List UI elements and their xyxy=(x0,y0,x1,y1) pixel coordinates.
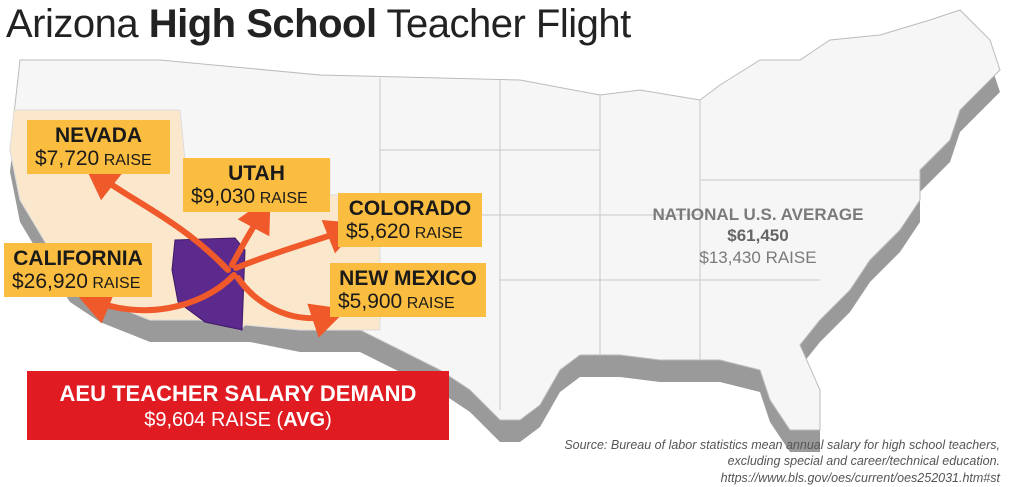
state-unit: RAISE xyxy=(414,225,463,243)
source: Source: Bureau of labor statistics mean … xyxy=(560,437,1000,486)
demand-heading: AEU TEACHER SALARY DEMAND xyxy=(59,381,417,406)
source-text: Bureau of labor statistics mean annual s… xyxy=(610,438,1000,469)
title-tail: Teacher Flight xyxy=(386,2,631,46)
state-name: NEVADA xyxy=(54,124,143,147)
source-label: Source: xyxy=(564,438,608,452)
demand-box: AEU TEACHER SALARY DEMAND $9,604 RAISE (A… xyxy=(27,371,449,440)
title-lead: Arizona xyxy=(6,2,139,46)
state-box: UTAH $9,030 RAISE xyxy=(183,158,330,213)
state-unit: RAISE xyxy=(406,295,455,313)
state-name: NEW MEXICO xyxy=(339,267,477,290)
national-heading: NATIONAL U.S. AVERAGE xyxy=(652,205,864,224)
state-unit: RAISE xyxy=(103,152,152,170)
state-amount: $5,620 xyxy=(346,220,411,244)
source-url: https://www.bls.gov/oes/current/oes25203… xyxy=(720,470,1000,485)
state-unit: RAISE xyxy=(92,275,141,293)
state-unit: RAISE xyxy=(259,190,308,208)
state-name: COLORADO xyxy=(348,197,472,220)
state-amount: $26,920 xyxy=(12,270,88,294)
state-box: CALIFORNIA $26,920 RAISE xyxy=(4,243,152,298)
flight-arrows xyxy=(75,163,362,338)
demand-close: ) xyxy=(325,409,332,431)
title: Arizona High School Teacher Flight xyxy=(6,2,631,47)
arizona xyxy=(171,237,246,331)
state-name: UTAH xyxy=(228,162,285,185)
state-amount: $5,900 xyxy=(338,290,403,314)
title-bold: High School xyxy=(148,2,377,46)
state-box: NEVADA $7,720 RAISE xyxy=(27,120,170,175)
state-amount: $9,030 xyxy=(191,185,256,209)
state-box: NEW MEXICO $5,900 RAISE xyxy=(330,263,486,318)
demand-amount: $9,604 RAISE ( xyxy=(144,409,284,431)
state-amount: $7,720 xyxy=(35,147,100,171)
national-average: NATIONAL U.S. AVERAGE $61,450 $13,430 RAIS… xyxy=(630,204,886,268)
demand-line: $9,604 RAISE (AVG) xyxy=(27,409,449,432)
state-box: COLORADO $5,620 RAISE xyxy=(338,193,482,248)
demand-avg: AVG xyxy=(283,409,326,431)
national-raise: $13,430 RAISE xyxy=(699,247,817,267)
state-name: CALIFORNIA xyxy=(13,247,143,270)
national-salary: $61,450 xyxy=(727,226,789,246)
